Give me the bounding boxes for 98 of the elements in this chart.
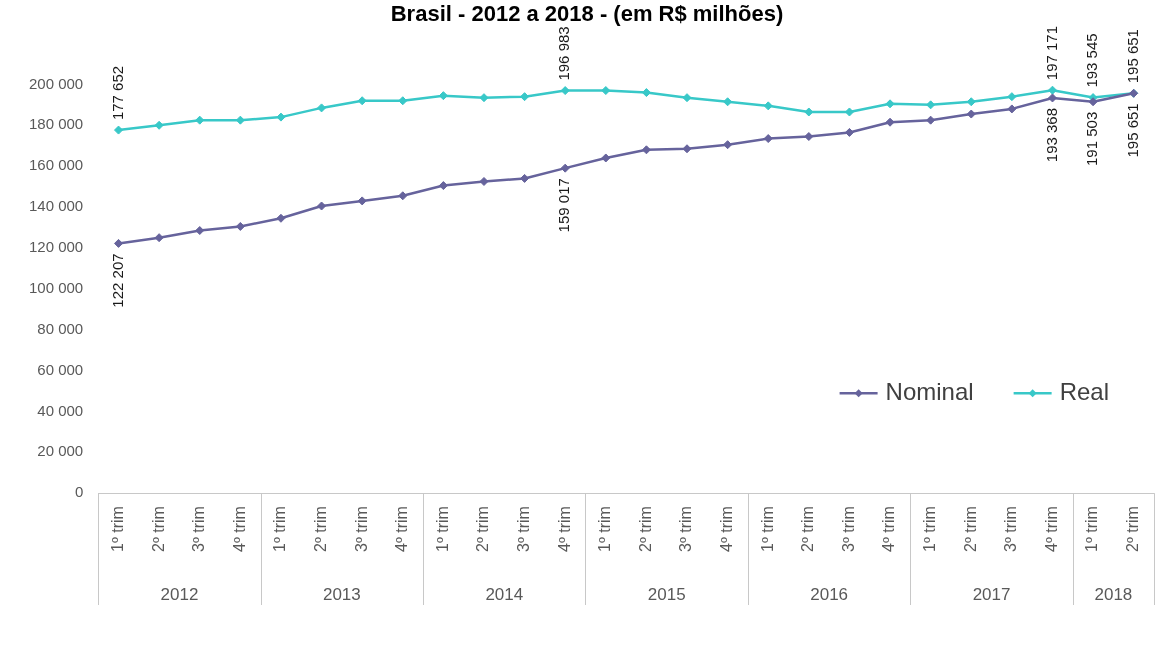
point	[195, 226, 205, 236]
point	[357, 196, 367, 206]
x-tick-label: 3º trim	[352, 506, 370, 552]
x-tick-label: 4º trim	[880, 506, 898, 552]
x-tick-label: 1º trim	[1083, 506, 1101, 552]
point	[601, 153, 611, 163]
point	[804, 132, 814, 142]
point	[154, 120, 164, 130]
text: 2013	[322, 584, 361, 604]
text: 2018	[1094, 584, 1133, 604]
point	[844, 127, 854, 137]
x-tick-label: 4º trim	[230, 506, 248, 552]
x-tick-label: 2º trim	[474, 506, 492, 552]
point	[885, 99, 895, 109]
data-label: 177 652	[108, 65, 126, 121]
point	[1047, 85, 1057, 95]
data-label: 193 545	[1083, 33, 1101, 88]
y-tick-label: 200 000	[28, 74, 84, 92]
point	[114, 125, 124, 135]
x-tick-label: 2º trim	[799, 506, 817, 552]
point	[601, 86, 611, 96]
x-tick-label: 4º trim	[555, 506, 573, 552]
text: 2014	[485, 584, 524, 604]
legend-label: Real	[1059, 377, 1109, 405]
point	[398, 96, 408, 106]
point	[520, 173, 530, 183]
y-tick-label: 120 000	[28, 238, 84, 256]
y-tick-label: 140 000	[28, 197, 84, 215]
point	[682, 144, 692, 154]
point	[154, 233, 164, 243]
point	[966, 109, 976, 119]
point	[1007, 92, 1017, 102]
point	[317, 201, 327, 211]
point	[560, 86, 570, 96]
point	[1088, 97, 1098, 107]
x-tick-label: 4º trim	[1042, 506, 1060, 552]
x-tick-label: 3º trim	[190, 506, 208, 552]
x-tick-label: 2º trim	[1124, 506, 1142, 552]
point	[641, 88, 651, 98]
x-tick-label: 1º trim	[271, 506, 289, 552]
point	[1047, 93, 1057, 103]
text: 2016	[810, 584, 849, 604]
data-label: 159 017	[555, 178, 573, 233]
point	[235, 221, 245, 231]
data-label: 122 207	[108, 253, 126, 308]
x-tick-label: 2º trim	[311, 506, 329, 552]
point	[276, 213, 286, 223]
point	[763, 101, 773, 111]
data-label: 196 983	[555, 26, 573, 81]
x-tick-label: 3º trim	[839, 506, 857, 552]
y-tick-label: 0	[74, 483, 84, 501]
data-label: 197 171	[1042, 25, 1060, 81]
data-label: 193 368	[1042, 107, 1060, 163]
chart-title: Brasil - 2012 a 2018 - (em R$ milhões)	[390, 1, 784, 27]
y-tick-label: 80 000	[37, 319, 84, 337]
y-tick-label: 100 000	[28, 278, 84, 296]
x-tick-label: 1º trim	[596, 506, 614, 552]
x-tick-label: 4º trim	[393, 506, 411, 552]
point	[560, 163, 570, 173]
data-label: 195 651	[1123, 29, 1141, 84]
x-tick-label: 3º trim	[677, 506, 695, 552]
x-tick-label: 1º trim	[758, 506, 776, 552]
legend-label: Nominal	[885, 377, 974, 405]
y-tick-label: 40 000	[37, 401, 84, 419]
point	[682, 93, 692, 103]
point	[520, 92, 530, 102]
point	[276, 112, 286, 122]
x-tick-label: 1º trim	[433, 506, 451, 552]
x-tick-label: 4º trim	[718, 506, 736, 552]
data-label: 191 503	[1083, 111, 1101, 166]
x-tick-label: 3º trim	[1002, 506, 1020, 552]
y-tick-label: 60 000	[37, 360, 84, 378]
point	[398, 191, 408, 201]
point	[479, 176, 489, 186]
y-tick-label: 160 000	[28, 156, 84, 174]
x-tick-label: 3º trim	[514, 506, 532, 552]
y-tick-label: 180 000	[28, 115, 84, 133]
point	[926, 100, 936, 110]
point	[317, 103, 327, 113]
data-label: 195 651	[1123, 103, 1141, 158]
point	[479, 93, 489, 103]
point	[723, 140, 733, 150]
x-tick-label: 2º trim	[961, 506, 979, 552]
point	[641, 145, 651, 155]
point	[1007, 104, 1017, 114]
y-tick-label: 20 000	[37, 442, 84, 460]
x-tick-label: 2º trim	[636, 506, 654, 552]
point	[763, 134, 773, 144]
text: 2017	[972, 584, 1011, 604]
point	[926, 115, 936, 125]
point	[357, 96, 367, 106]
point	[885, 117, 895, 127]
point	[438, 181, 448, 191]
x-tick-label: 1º trim	[108, 506, 126, 552]
text: 2012	[160, 584, 199, 604]
x-tick-label: 1º trim	[921, 506, 939, 552]
x-tick-label: 2º trim	[149, 506, 167, 552]
text: 2015	[647, 584, 686, 604]
